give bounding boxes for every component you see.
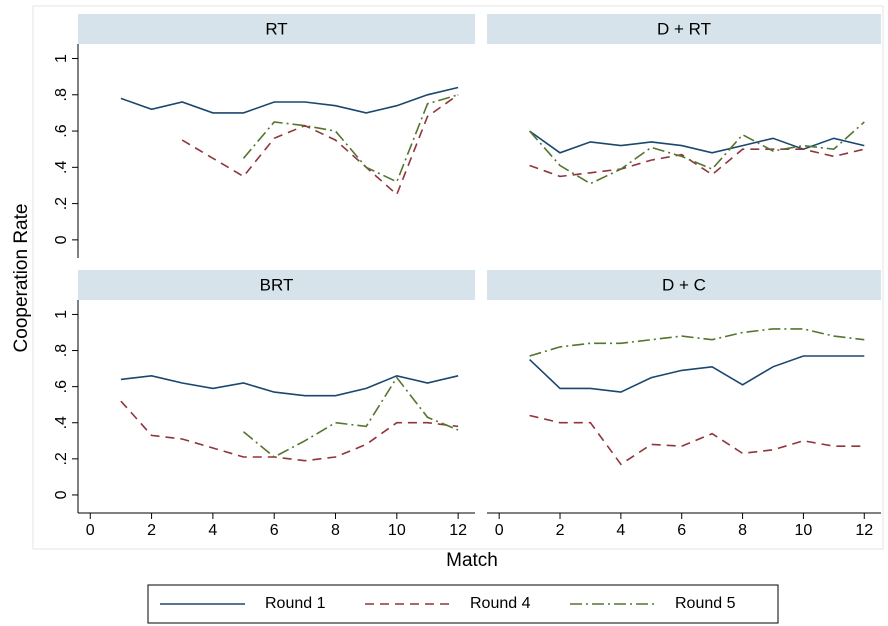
series-line [242, 94, 459, 183]
y-tick-label: 1 [53, 54, 70, 63]
y-tick-label: .8 [53, 88, 70, 101]
y-tick-label: .6 [53, 380, 70, 393]
x-tick-label: 12 [855, 522, 873, 539]
panel-title: BRT [260, 275, 294, 294]
y-tick-label: 0 [53, 490, 70, 499]
x-tick-label: 4 [208, 522, 217, 539]
panel-title: D + C [662, 275, 706, 294]
series-line [242, 376, 459, 458]
series-line [529, 355, 865, 393]
y-tick-label: .4 [53, 416, 70, 429]
x-tick-label: 4 [616, 522, 625, 539]
y-tick-label: 1 [53, 310, 70, 319]
series-line [181, 94, 459, 196]
y-tick-label: .6 [53, 124, 70, 137]
x-tick-label: 0 [86, 522, 95, 539]
legend-label: Round 5 [675, 595, 736, 612]
x-tick-label: 12 [449, 522, 467, 539]
series-line [529, 121, 865, 185]
strip [78, 14, 475, 44]
legend-label: Round 1 [265, 595, 326, 612]
x-axis-label: Match [446, 550, 498, 571]
x-tick-label: 2 [147, 522, 156, 539]
strip [78, 270, 475, 300]
y-tick-label: .8 [53, 344, 70, 357]
panel-title: RT [265, 19, 287, 38]
series-line [120, 374, 459, 397]
x-tick-label: 10 [795, 522, 813, 539]
series-line [120, 400, 459, 462]
y-tick-label: .2 [53, 197, 70, 210]
legend-label: Round 4 [470, 595, 531, 612]
y-tick-label: 0 [53, 235, 70, 244]
series-line [529, 414, 865, 466]
y-axis-label: Cooperation Rate [11, 204, 32, 353]
legend [147, 584, 779, 624]
panel-title: D + RT [657, 19, 711, 38]
x-tick-label: 6 [270, 522, 279, 539]
x-tick-label: 10 [388, 522, 406, 539]
strip [487, 14, 881, 44]
strip [487, 270, 881, 300]
y-tick-label: .2 [53, 452, 70, 465]
x-tick-label: 2 [556, 522, 565, 539]
x-tick-label: 8 [738, 522, 747, 539]
series-line [529, 130, 865, 154]
y-tick-label: .4 [53, 161, 70, 174]
x-tick-label: 8 [331, 522, 340, 539]
x-tick-label: 0 [495, 522, 504, 539]
x-tick-label: 6 [677, 522, 686, 539]
series-line [120, 86, 459, 114]
